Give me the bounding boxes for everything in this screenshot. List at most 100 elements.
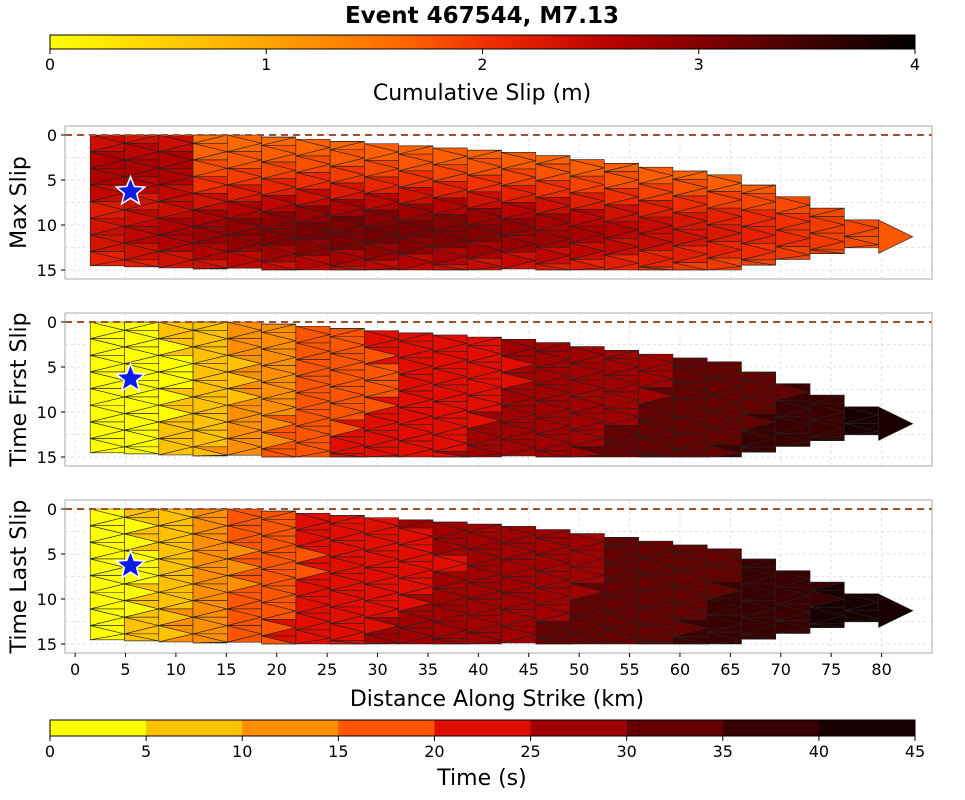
x-tick-label: 70 — [771, 660, 791, 679]
mesh-triangle — [809, 436, 845, 441]
time-colorbar-frame — [49, 719, 916, 737]
slip-colorbar-tick-label: 2 — [477, 55, 487, 74]
time-colorbar-tick-label: 25 — [520, 742, 540, 761]
x-tick-label: 50 — [569, 660, 589, 679]
time-colorbar-tick-label: 45 — [905, 742, 925, 761]
panel-frame — [64, 499, 933, 654]
y-tick-label: 0 — [47, 500, 57, 519]
time-colorbar-tick-label: 35 — [713, 742, 733, 761]
mesh-triangle — [809, 623, 845, 628]
y-tick-label: 0 — [47, 313, 57, 332]
mesh-triangle — [193, 267, 228, 270]
mesh-triangle — [707, 453, 742, 458]
panel-2: 0 5 10 15 Time First Slip — [7, 312, 933, 468]
mesh-triangle — [809, 249, 845, 254]
y-tick-label: 10 — [37, 590, 57, 609]
hypocenter-star — [114, 174, 147, 206]
x-tick-label: 45 — [519, 660, 539, 679]
y-tick-label: 15 — [37, 448, 57, 467]
x-tick-label: 5 — [120, 660, 130, 679]
panel-frame — [64, 125, 933, 280]
panels: 0 5 10 15 Max Slip 0 5 10 15 Time First Slip 0 5 10 1… — [7, 125, 933, 679]
slip-colorbar-gradient — [49, 34, 916, 50]
x-tick-label: 10 — [166, 660, 186, 679]
slip-colorbar-tick-label: 1 — [261, 55, 271, 74]
slip-colorbar-tick-label: 4 — [910, 55, 920, 74]
time-colorbar-band — [626, 720, 724, 736]
time-colorbar-tick-label: 30 — [616, 742, 636, 761]
time-colorbar-tick-label: 40 — [809, 742, 829, 761]
x-tick-label: 65 — [720, 660, 740, 679]
mesh-triangle — [775, 196, 811, 206]
mesh-triangle — [193, 454, 228, 457]
x-tick-label: 60 — [670, 660, 690, 679]
time-colorbar-tick-label: 0 — [45, 742, 55, 761]
panel-frame — [64, 312, 933, 467]
time-colorbar-band — [818, 720, 916, 736]
mesh-triangle — [707, 640, 742, 645]
x-tick-label: 55 — [619, 660, 639, 679]
y-tick-label: 10 — [37, 403, 57, 422]
time-colorbar-tick-label: 15 — [328, 742, 348, 761]
time-colorbar-ticks: 0 5 10 15 20 25 30 35 40 45 — [45, 736, 925, 761]
x-tick-label: 75 — [821, 660, 841, 679]
y-tick-label: 5 — [47, 545, 57, 564]
y-tick-label: 0 — [47, 126, 57, 145]
time-colorbar-band — [530, 720, 628, 736]
time-colorbar-band — [146, 720, 243, 736]
mesh-triangle — [707, 174, 742, 184]
mesh-triangle — [775, 628, 811, 634]
mesh-triangle — [707, 266, 742, 271]
y-axis-label: Time First Slip — [7, 312, 32, 467]
slip-colorbar: 0 1 2 3 4 Cumulative Slip (m) — [45, 34, 920, 106]
x-axis-label: Distance Along Strike (km) — [350, 687, 644, 712]
mesh-triangle — [878, 406, 914, 441]
fault-mesh — [89, 508, 914, 645]
time-colorbar-tick-label: 5 — [141, 742, 151, 761]
mesh-triangle — [741, 259, 777, 266]
hypocenter-star — [114, 361, 147, 393]
mesh-triangle — [741, 446, 777, 453]
time-colorbar-tick-label: 10 — [232, 742, 252, 761]
chart-title: Event 467544, M7.13 — [345, 3, 619, 29]
slip-colorbar-tick-label: 0 — [45, 55, 55, 74]
x-tick-label: 35 — [418, 660, 438, 679]
x-tick-label: 20 — [267, 660, 287, 679]
x-tick-label: 30 — [367, 660, 387, 679]
mesh-triangle — [878, 219, 914, 254]
panel-1: 0 5 10 15 Max Slip — [7, 125, 933, 280]
time-colorbar-band — [434, 720, 532, 736]
x-tick-label: 40 — [468, 660, 488, 679]
y-axis-label: Time Last Slip — [7, 500, 32, 655]
slip-colorbar-label: Cumulative Slip (m) — [373, 81, 591, 106]
mesh-triangle — [775, 570, 811, 580]
time-colorbar-bands — [50, 720, 916, 736]
hypocenter-star — [114, 548, 147, 580]
mesh-triangle — [775, 383, 811, 393]
x-tick-label: 15 — [216, 660, 236, 679]
x-tick-label: 80 — [871, 660, 891, 679]
time-colorbar-band — [242, 720, 339, 736]
mesh-triangle — [741, 633, 777, 640]
mesh-triangle — [878, 593, 914, 628]
time-colorbar-tick-label: 20 — [424, 742, 444, 761]
y-tick-label: 10 — [37, 216, 57, 235]
time-colorbar-band — [338, 720, 435, 736]
y-axis-label: Max Slip — [7, 156, 32, 249]
y-tick-label: 5 — [47, 358, 57, 377]
fault-mesh — [89, 321, 914, 458]
panel-3: 0 5 10 15 Time Last Slip 0 5 10 15 20 25 30 35 40 45 50… — [7, 499, 933, 679]
time-colorbar-label: Time (s) — [436, 766, 526, 791]
mesh-triangle — [775, 254, 811, 260]
x-tick-label: 25 — [317, 660, 337, 679]
fault-mesh — [89, 134, 914, 271]
x-tick-label: 0 — [70, 660, 80, 679]
slip-colorbar-tick-label: 3 — [694, 55, 704, 74]
mesh-triangle — [707, 548, 742, 558]
y-tick-label: 15 — [37, 635, 57, 654]
mesh-triangle — [707, 361, 742, 371]
time-colorbar: 0 5 10 15 20 25 30 35 40 45 Time (s) — [45, 719, 925, 791]
y-tick-label: 15 — [37, 261, 57, 280]
slip-colorbar-ticks: 0 1 2 3 4 — [45, 49, 920, 74]
